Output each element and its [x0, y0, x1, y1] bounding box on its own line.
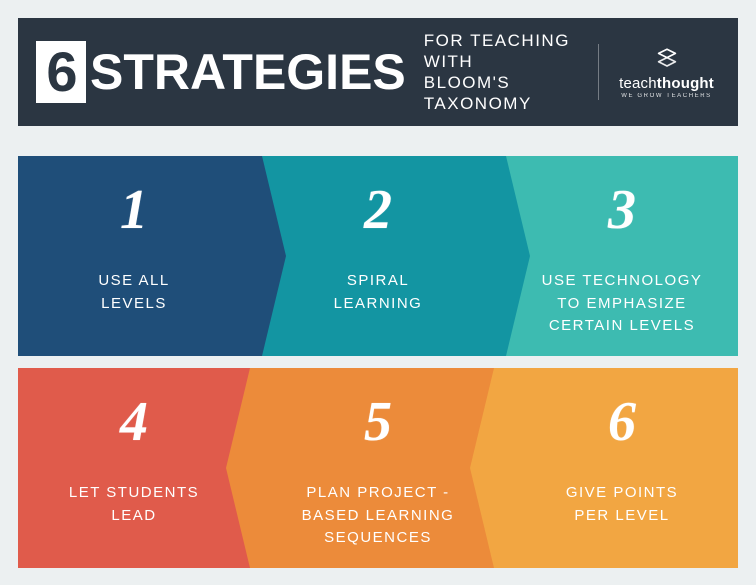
arrow-tip [470, 368, 494, 568]
brand-name-light: teach [619, 75, 657, 92]
tile-label: USE TECHNOLOGY TO EMPHASIZE CERTAIN LEVE… [528, 270, 717, 338]
tiles-grid: 1 USE ALL LEVELS 2 SPIRAL LEARNING 3 USE TECH… [18, 156, 738, 567]
tile-label: PLAN PROJECT - BASED LEARNING SEQUENCES [288, 482, 469, 550]
arrow-gap-fill [250, 368, 262, 568]
arrow-tip [506, 156, 530, 356]
tile-label: GIVE POINTS PER LEVEL [552, 482, 692, 527]
brand-tagline: WE GROW TEACHERS [621, 93, 712, 99]
arrow-gap-fill [494, 156, 506, 356]
tile-1: 1 USE ALL LEVELS [18, 156, 250, 356]
header-divider [598, 44, 599, 100]
header-subtitle: FOR TEACHING WITH BLOOM'S TAXONOMY [424, 30, 598, 115]
arrow-tip [262, 156, 286, 356]
arrow-gap-fill [494, 368, 506, 568]
header-title: STRATEGIES [90, 43, 406, 101]
tile-4: 4 LET STUDENTS LEAD [18, 368, 250, 568]
brand-name-bold: thought [657, 75, 714, 92]
tile-number: 4 [120, 390, 148, 454]
header-number: 6 [36, 41, 86, 103]
arrow-tip [226, 368, 250, 568]
tile-2: 2 SPIRAL LEARNING [262, 156, 494, 356]
header: 6 STRATEGIES FOR TEACHING WITH BLOOM'S T… [18, 18, 738, 126]
tile-3: 3 USE TECHNOLOGY TO EMPHASIZE CERTAIN LEV… [506, 156, 738, 356]
tile-label: SPIRAL LEARNING [320, 270, 437, 315]
brand-block: teachthought WE GROW TEACHERS [619, 45, 714, 99]
tile-6: 6 GIVE POINTS PER LEVEL [506, 368, 738, 568]
header-title-group: 6 STRATEGIES [36, 41, 406, 103]
brand-name: teachthought [619, 75, 714, 92]
tile-5: 5 PLAN PROJECT - BASED LEARNING SEQUENCES [262, 368, 494, 568]
tile-number: 6 [608, 390, 636, 454]
tile-number: 5 [364, 390, 392, 454]
tile-label: USE ALL LEVELS [84, 270, 183, 315]
tile-number: 1 [120, 178, 148, 242]
brand-logo-icon [653, 45, 681, 73]
arrow-gap-fill [250, 156, 262, 356]
tile-label: LET STUDENTS LEAD [55, 482, 213, 527]
tile-number: 3 [608, 178, 636, 242]
tile-number: 2 [364, 178, 392, 242]
